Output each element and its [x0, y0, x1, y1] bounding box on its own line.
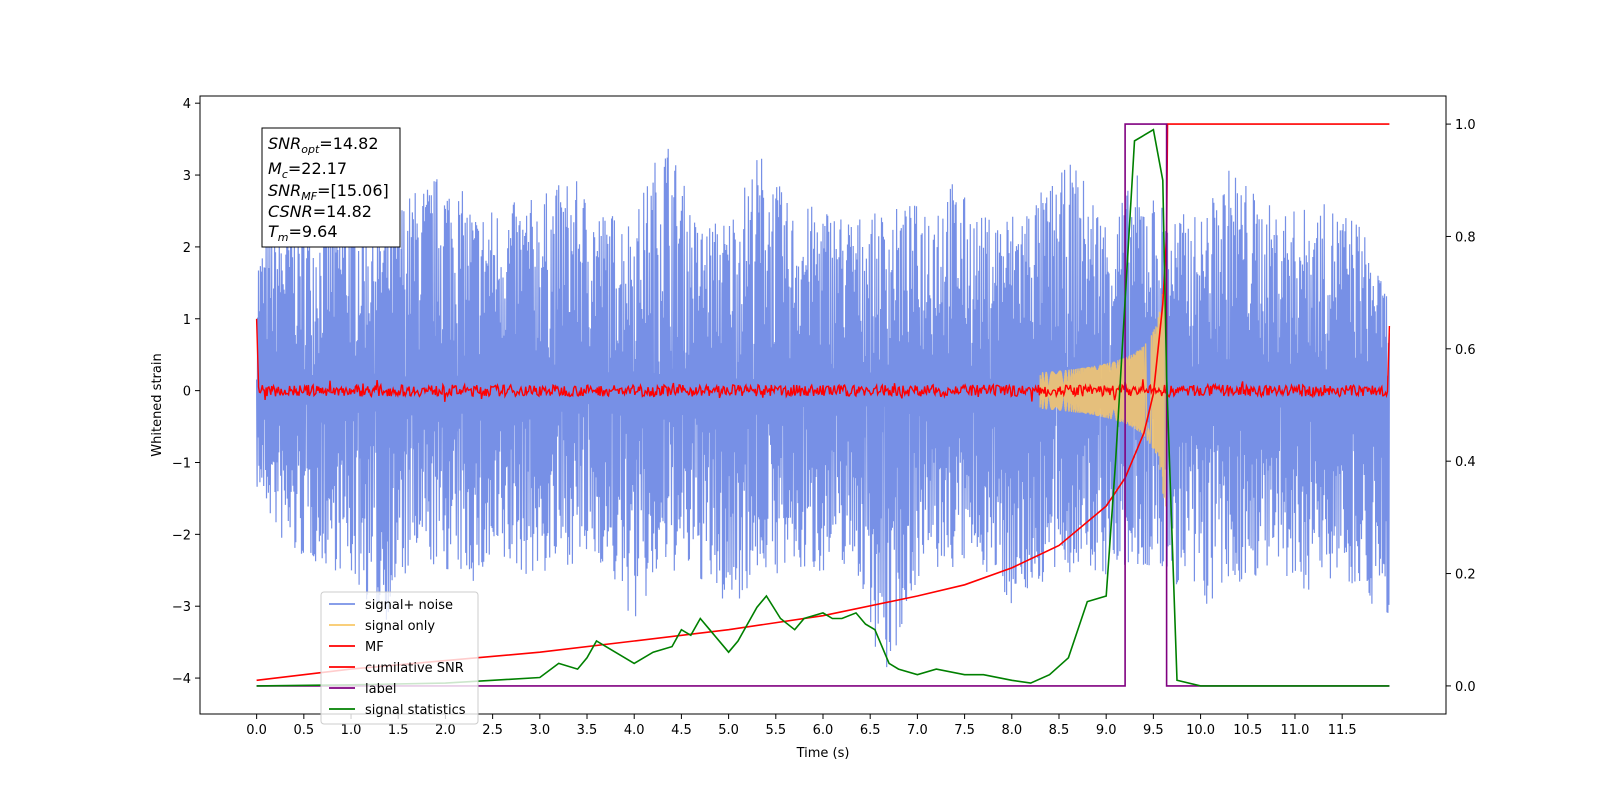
- y-tick-label: 2: [183, 241, 191, 256]
- legend-label: signal statistics: [365, 703, 466, 718]
- series-signal-noise: [256, 148, 1390, 668]
- y-axis-right: 1.0 0.8 0.6 0.4 0.2 0.0: [1446, 118, 1476, 695]
- x-tick-label: 8.5: [1049, 723, 1070, 738]
- y2-tick-label: 0.4: [1455, 455, 1476, 470]
- series-signal-statistics: [256, 128, 1390, 687]
- y-tick-label: −3: [172, 600, 191, 615]
- y2-tick-label: 0.0: [1455, 680, 1476, 695]
- stats-snr-opt: SNRopt=14.82: [268, 134, 379, 156]
- x-tick-label: 10.5: [1233, 723, 1262, 738]
- x-tick-label: 6.5: [860, 723, 881, 738]
- x-tick-label: 6.0: [813, 723, 834, 738]
- y-axis-left: 4 3 2 1 0 −1 −2 −3 −4: [172, 97, 200, 687]
- x-axis-title: Time (s): [796, 746, 850, 761]
- series-mf: [255, 318, 1391, 402]
- x-tick-label: 2.0: [435, 723, 456, 738]
- x-tick-label: 10.0: [1186, 723, 1215, 738]
- y-tick-label: 4: [183, 97, 191, 112]
- y2-tick-label: 0.2: [1455, 568, 1476, 583]
- x-axis: 0.0 0.5 1.0 1.5 2.0 2.5 3.0 3.5 4.0 4.5 5.0 5.5 6.0 6…: [246, 714, 1357, 738]
- y-tick-label: −2: [172, 528, 191, 543]
- stats-csnr: CSNR=14.82: [268, 202, 372, 221]
- x-tick-label: 4.0: [624, 723, 645, 738]
- stats-mc: Mc=22.17: [268, 159, 347, 181]
- x-tick-label: 8.0: [1001, 723, 1022, 738]
- legend-label: signal only: [365, 619, 435, 634]
- stats-box: SNRopt=14.82 Mc=22.17 SNRMF=[15.06] CSNR…: [261, 127, 401, 248]
- x-tick-label: 11.0: [1280, 723, 1309, 738]
- x-tick-label: 9.0: [1096, 723, 1117, 738]
- x-tick-label: 7.5: [954, 723, 975, 738]
- y-tick-label: −1: [172, 456, 191, 471]
- x-tick-label: 2.5: [482, 723, 503, 738]
- y2-tick-label: 0.6: [1455, 343, 1476, 358]
- stats-tm: Tm=9.64: [268, 222, 338, 244]
- y2-tick-label: 0.8: [1455, 230, 1476, 245]
- x-tick-label: 0.0: [246, 723, 267, 738]
- series-cumilative-snr: [256, 123, 1390, 682]
- stats-snr-mf: SNRMF=[15.06]: [268, 181, 389, 203]
- x-tick-label: 3.0: [529, 723, 550, 738]
- legend: signal+ noise signal only MF cumilative SNR…: [320, 591, 479, 725]
- x-tick-label: 5.0: [718, 723, 739, 738]
- legend-label: cumilative SNR: [365, 661, 464, 676]
- x-tick-label: 3.5: [577, 723, 598, 738]
- y2-tick-label: 1.0: [1455, 118, 1476, 133]
- y-tick-label: 0: [183, 385, 191, 400]
- y-tick-label: 3: [183, 169, 191, 184]
- legend-label: signal+ noise: [365, 598, 453, 613]
- x-tick-label: 1.5: [388, 723, 409, 738]
- y-axis-title: Whitened strain: [150, 353, 165, 456]
- x-tick-label: 7.0: [907, 723, 928, 738]
- x-tick-label: 9.5: [1143, 723, 1164, 738]
- x-tick-label: 11.5: [1328, 723, 1357, 738]
- legend-label: MF: [365, 640, 384, 655]
- legend-box: [320, 591, 479, 725]
- x-tick-label: 1.0: [341, 723, 362, 738]
- x-tick-label: 4.5: [671, 723, 692, 738]
- x-tick-label: 0.5: [293, 723, 314, 738]
- y-tick-label: 1: [183, 313, 191, 328]
- legend-label: label: [365, 682, 396, 697]
- x-tick-label: 5.5: [765, 723, 786, 738]
- y-tick-label: −4: [172, 672, 191, 687]
